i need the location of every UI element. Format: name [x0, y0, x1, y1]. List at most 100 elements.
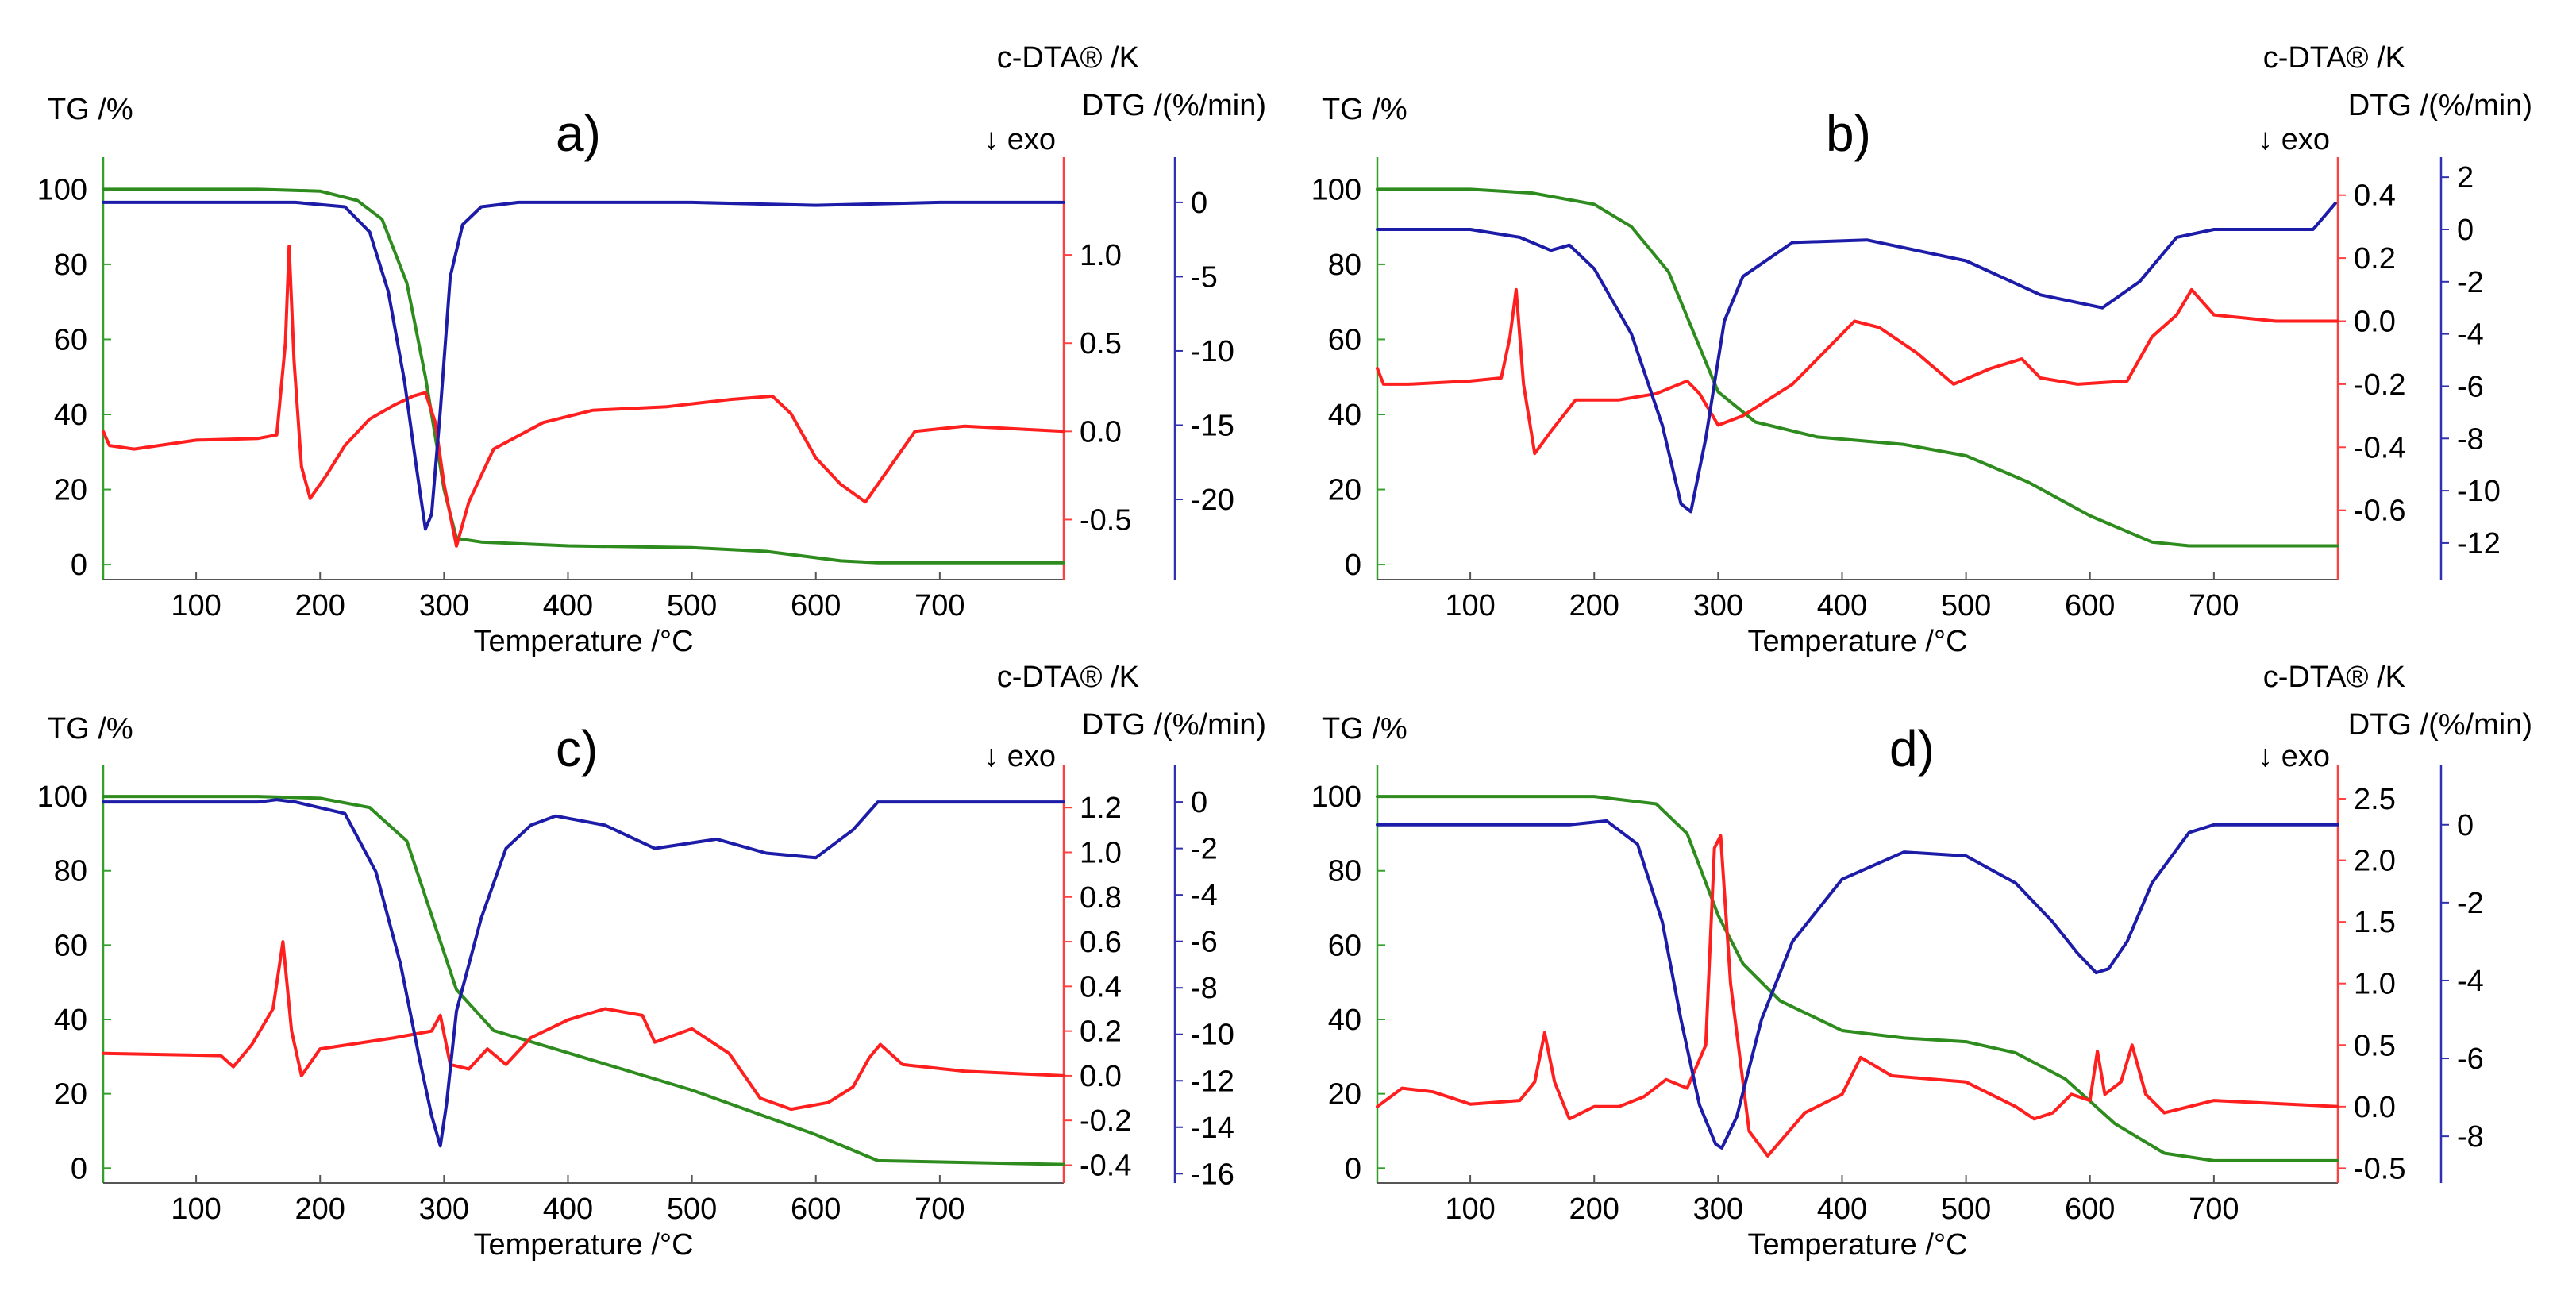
tg-tick-label: 60	[1328, 323, 1361, 356]
exo-label: ↓ exo	[2258, 740, 2330, 773]
x-tick-label: 400	[1817, 589, 1867, 622]
dtg-tick-label: 2	[2457, 161, 2474, 195]
dtg-tick-label: -10	[1191, 335, 1234, 368]
x-tick-label: 200	[1569, 1193, 1619, 1226]
tg-tick-label: 100	[1311, 173, 1361, 206]
dtg-tick-label: 0	[1191, 187, 1207, 220]
dtg-axis-label: DTG /(%/min)	[1082, 89, 1266, 122]
x-axis-label: Temperature /°C	[1747, 1228, 1967, 1262]
dtg-tick-label: -10	[2457, 475, 2501, 508]
x-tick-label: 400	[543, 1193, 593, 1226]
dtg-tick-label: -12	[1191, 1065, 1234, 1098]
exo-label: ↓ exo	[984, 740, 1056, 773]
dta-tick-label: 0.6	[1080, 926, 1122, 959]
x-axis-label: Temperature /°C	[473, 625, 693, 658]
x-tick-label: 300	[419, 1193, 469, 1226]
tg-tick-label: 40	[54, 1004, 87, 1037]
series-dta-line	[1376, 287, 2339, 456]
dta-tick-label: 0.5	[1080, 327, 1122, 360]
x-tick-label: 500	[1941, 589, 1991, 622]
dtg-tick-label: -20	[1191, 484, 1234, 517]
tg-tick-label: 0	[71, 549, 87, 582]
dtg-tick-label: -14	[1191, 1112, 1234, 1145]
tg-tick-label: 0	[71, 1152, 87, 1185]
tg-tick-label: 20	[1328, 1078, 1361, 1112]
tg-tick-label: 100	[37, 780, 87, 814]
dta-tick-label: 0.0	[1080, 1060, 1122, 1093]
dtg-tick-label: -6	[2457, 1042, 2484, 1076]
x-tick-label: 700	[2189, 589, 2239, 622]
series-tg-line	[1376, 795, 2339, 1162]
dtg-tick-label: -4	[2457, 965, 2484, 998]
dtg-axis-label: DTG /(%/min)	[1082, 708, 1266, 742]
dtg-tick-label: 0	[2457, 809, 2474, 842]
tg-tick-label: 80	[1328, 855, 1361, 888]
dta-tick-label: -0.4	[2354, 431, 2405, 464]
tg-tick-label: 80	[54, 249, 87, 282]
dtg-axis-label: DTG /(%/min)	[2348, 89, 2532, 122]
series-dta-line	[102, 940, 1065, 1112]
dta-tick-label: 0.2	[1080, 1015, 1122, 1049]
tg-tick-label: 40	[1328, 399, 1361, 432]
x-tick-label: 200	[295, 589, 345, 622]
x-tick-label: 700	[914, 589, 965, 622]
dta-tick-label: 0.4	[2354, 179, 2396, 213]
tg-tick-label: 0	[1345, 549, 1361, 582]
x-tick-label: 400	[1817, 1193, 1867, 1226]
dtg-tick-label: -5	[1191, 260, 1218, 294]
dtg-tick-label: -2	[1191, 833, 1218, 866]
dta-tick-label: 0.2	[2354, 242, 2396, 276]
tg-tick-label: 20	[54, 474, 87, 507]
tg-tick-label: 80	[1328, 249, 1361, 282]
dta-tick-label: 1.0	[1080, 239, 1122, 272]
tg-tick-label: 100	[1311, 780, 1361, 814]
dta-tick-label: -0.2	[2354, 368, 2405, 402]
tg-axis-label: TG /%	[1322, 93, 1407, 126]
x-tick-label: 200	[295, 1193, 345, 1226]
x-tick-label: 600	[791, 1193, 841, 1226]
tg-tick-label: 60	[1328, 929, 1361, 962]
x-axis-label: Temperature /°C	[1747, 625, 1967, 658]
tg-tick-label: 40	[1328, 1004, 1361, 1037]
dtg-tick-label: 0	[1191, 786, 1207, 819]
tg-tick-label: 20	[54, 1078, 87, 1112]
x-tick-label: 700	[914, 1193, 965, 1226]
dta-axis-label: c-DTA® /K	[997, 661, 1139, 694]
x-tick-label: 300	[419, 589, 469, 622]
dtg-tick-label: -10	[1191, 1019, 1234, 1052]
dta-tick-label: -0.4	[1080, 1149, 1131, 1182]
x-tick-label: 700	[2189, 1193, 2239, 1226]
dta-tick-label: 1.0	[1080, 836, 1122, 869]
dta-axis-label: c-DTA® /K	[2263, 41, 2405, 75]
dta-tick-label: 2.5	[2354, 783, 2396, 816]
dta-tick-label: -0.5	[1080, 503, 1131, 537]
series-tg-line	[102, 795, 1065, 1166]
dtg-tick-label: -16	[1191, 1158, 1234, 1191]
dtg-tick-label: -8	[2457, 422, 2484, 456]
x-tick-label: 500	[667, 1193, 717, 1226]
series-dtg-line	[102, 200, 1065, 531]
x-tick-label: 600	[2065, 589, 2115, 622]
tg-axis-label: TG /%	[1322, 712, 1407, 746]
tg-tick-label: 60	[54, 929, 87, 962]
dta-axis-label: c-DTA® /K	[997, 41, 1139, 75]
x-tick-label: 600	[791, 589, 841, 622]
dtg-tick-label: 0	[2457, 214, 2474, 247]
dta-tick-label: -0.2	[1080, 1104, 1131, 1138]
dtg-tick-label: -15	[1191, 409, 1234, 442]
series-dta-line	[102, 245, 1065, 548]
tg-tick-label: 80	[54, 855, 87, 888]
series-dtg-line	[1376, 819, 2339, 1150]
dtg-tick-label: -6	[1191, 926, 1218, 959]
series-dtg-line	[1376, 202, 2337, 514]
dtg-tick-label: -8	[1191, 972, 1218, 1005]
dta-tick-label: 0.0	[2354, 1091, 2396, 1124]
dta-axis-label: c-DTA® /K	[2263, 661, 2405, 694]
dta-tick-label: 0.5	[2354, 1029, 2396, 1062]
dta-tick-label: 0.0	[2354, 306, 2396, 339]
series-tg-line	[102, 187, 1065, 565]
